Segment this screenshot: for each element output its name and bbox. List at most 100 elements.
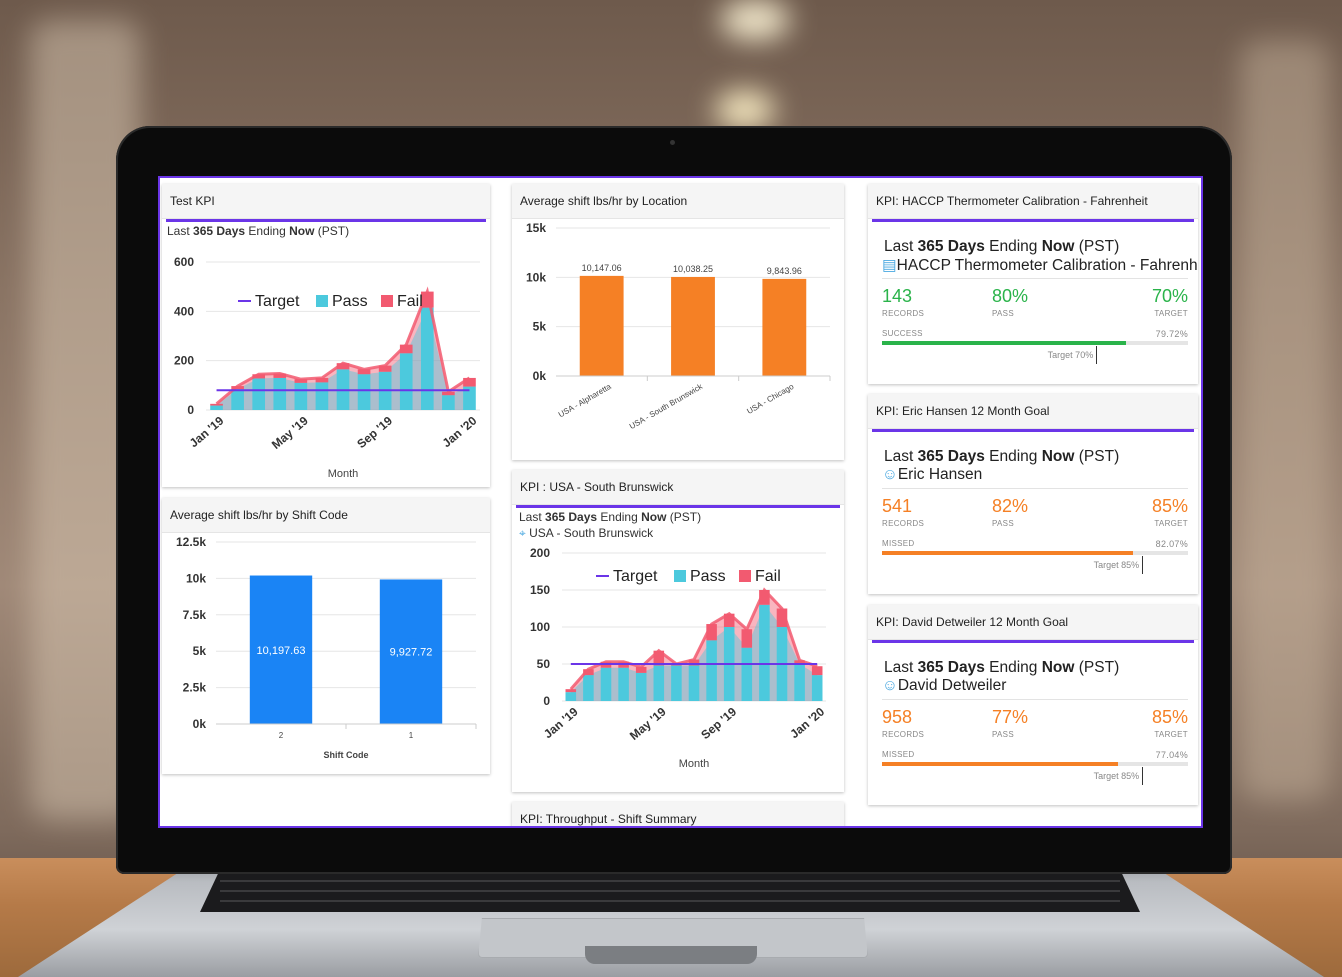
fail-bar [759, 590, 770, 605]
y-tick-label: 0 [187, 403, 194, 417]
target-marker-label: Target 85% [1093, 560, 1140, 570]
x-tick-label: 1 [409, 731, 414, 740]
progress-bar [882, 762, 1188, 766]
pass-bar [811, 675, 823, 701]
subject-line: ☺Eric Hansen [882, 466, 983, 483]
x-tick-label: May '19 [269, 413, 311, 451]
records-label: RECORDS [882, 309, 925, 318]
david-detweiler-kpi-card[interactable]: KPI: David Detweiler 12 Month Goal Last … [868, 605, 1198, 805]
fail-bar [399, 344, 413, 354]
y-tick-label: 0k [533, 369, 547, 383]
target-value: 85% [1151, 707, 1188, 727]
accent-line [872, 219, 1194, 222]
background-window [1240, 40, 1330, 800]
location-pin-icon: ⌖ [519, 526, 526, 540]
y-tick-label: 7.5k [183, 608, 207, 622]
shift-code-chart: 0k 2.5k 5k 7.5k 10k 12.5k 10,197.63 2 9,927.72 1 S… [176, 535, 477, 760]
x-tick-label: Jan '19 [187, 413, 227, 450]
pass-bar [565, 692, 577, 701]
x-tick-label: Sep '19 [698, 704, 739, 742]
x-axis-title: Month [679, 758, 710, 770]
throughput-card[interactable]: KPI: Throughput - Shift Summary [512, 802, 844, 826]
hinge-notch [585, 946, 757, 964]
fail-bar [463, 377, 476, 387]
target-value: 85% [1151, 496, 1188, 516]
y-tick-label: 50 [537, 657, 551, 671]
period-text: Last 365 Days Ending Now (PST) [884, 238, 1120, 255]
fail-bar [741, 629, 753, 648]
x-tick-label: USA - Alpharetta [557, 382, 613, 420]
y-tick-label: 15k [526, 221, 546, 235]
legend-target-label: Target [255, 293, 300, 310]
user-icon: ☺ [882, 466, 898, 483]
fail-bar [315, 377, 329, 383]
pass-value: 77% [992, 707, 1029, 727]
legend-pass-label: Pass [690, 568, 726, 585]
target-marker [1096, 346, 1098, 364]
status-label: SUCCESS [882, 329, 923, 338]
test-kpi-card[interactable]: Test KPI Last 365 Days Ending Now (PST) … [162, 184, 490, 487]
x-axis-title: Month [328, 468, 359, 480]
y-tick-label: 10k [186, 571, 206, 585]
x-axis-title: Shift Code [324, 750, 369, 760]
accent-line [166, 219, 486, 222]
pass-bar [688, 665, 700, 701]
haccp-kpi-card[interactable]: KPI: HACCP Thermometer Calibration - Fah… [868, 184, 1198, 384]
x-tick-label: USA - South Brunswick [628, 381, 705, 431]
pass-bar [706, 640, 717, 701]
subject-line: ☺David Detweiler [882, 677, 1007, 694]
y-tick-label: 12.5k [176, 535, 206, 549]
card-title: Average shift lbs/hr by Location [512, 184, 844, 219]
fail-bar [688, 659, 700, 666]
target-label: TARGET [1154, 519, 1188, 528]
legend-fail-label: Fail [397, 293, 423, 310]
fail-bar [357, 369, 371, 375]
accent-line [872, 640, 1194, 643]
fail-bar [653, 650, 665, 666]
x-tick-label: Jan '19 [541, 704, 581, 741]
y-tick-label: 0k [193, 717, 207, 731]
pass-bar [794, 664, 805, 701]
location-line: ⌖ USA - South Brunswick [519, 526, 654, 540]
target-marker-label: Target 85% [1093, 771, 1140, 781]
x-tick-label: Jan '20 [440, 413, 480, 450]
key-row [220, 880, 1120, 882]
fail-bar [210, 403, 223, 406]
period-text: Last 365 Days Ending Now (PST) [884, 448, 1120, 465]
pass-label: PASS [992, 519, 1014, 528]
target-label: TARGET [1154, 730, 1188, 739]
data-label: 10,038.25 [673, 264, 713, 274]
test-kpi-chart: 0 200 400 600 Jan '19 May '19 Sep '19 Jan '20 Mo… [174, 255, 480, 480]
pass-bar [741, 647, 753, 701]
data-label: 10,147.06 [582, 263, 622, 273]
records-label: RECORDS [882, 519, 925, 528]
pass-bar [399, 353, 413, 410]
divider [882, 278, 1188, 279]
pass-label: PASS [992, 730, 1014, 739]
user-icon: ☺ [882, 677, 898, 694]
legend-fail-label: Fail [755, 568, 781, 585]
y-tick-label: 200 [174, 354, 194, 368]
location-card[interactable]: Average shift lbs/hr by Location 0k 5k 10k… [512, 184, 844, 460]
eric-hansen-kpi-card[interactable]: KPI: Eric Hansen 12 Month Goal Last 365 … [868, 394, 1198, 594]
y-tick-label: 5k [533, 320, 547, 334]
bar [579, 275, 624, 376]
data-label: 9,927.72 [390, 647, 433, 659]
keyboard [200, 872, 1140, 912]
fail-bar [794, 660, 805, 664]
x-tick-label: USA - Chicago [745, 382, 795, 416]
south-brunswick-chart: 0 50 100 150 200 Jan '19 May '19 Sep '19 Jan '20… [530, 546, 827, 770]
fail-area [570, 590, 818, 701]
y-tick-label: 5k [193, 644, 207, 658]
fail-bar [723, 613, 735, 627]
south-brunswick-card[interactable]: KPI : USA - South Brunswick Last 365 Day… [512, 470, 844, 792]
records-label: RECORDS [882, 730, 925, 739]
data-label: 9,843.96 [767, 266, 802, 276]
pass-bar [420, 307, 434, 410]
pass-value: 82% [992, 496, 1029, 516]
y-tick-label: 200 [530, 546, 550, 560]
shift-code-card[interactable]: Average shift lbs/hr by Shift Code 0k 2.5… [162, 498, 490, 774]
pass-value: 80% [992, 286, 1029, 306]
target-label: TARGET [1154, 309, 1188, 318]
fail-bar [583, 669, 594, 676]
